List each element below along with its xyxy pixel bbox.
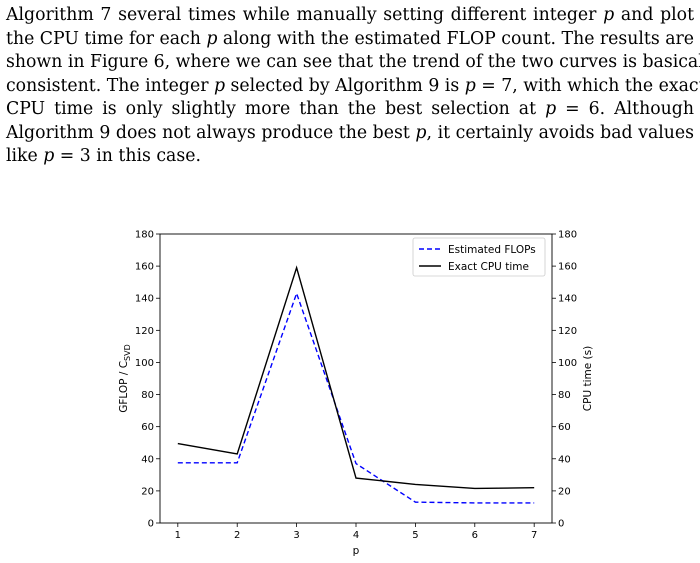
y-left-tick-label: 60 [141, 422, 154, 433]
plot-frame [159, 233, 553, 524]
paragraph-line: shown in Figure 6, where we can see that… [6, 52, 700, 72]
y-right-tick-label: 20 [558, 486, 571, 497]
y-right-tick-label: 0 [558, 519, 564, 530]
series-line-0 [177, 291, 535, 504]
paragraph-line: the CPU time for each p along with the e… [6, 28, 695, 49]
legend-label: Estimated FLOPs [448, 244, 536, 256]
legend-box [412, 237, 546, 277]
y-left-tick-label: 180 [135, 230, 154, 241]
y-left-tick-label: 160 [135, 262, 154, 273]
y-right-tick-label: 80 [558, 390, 571, 401]
x-tick-label: 2 [234, 530, 240, 541]
y-left-tick-label: 120 [135, 326, 154, 337]
x-axis-label: p [353, 545, 360, 557]
y-right-tick-label: 160 [558, 262, 577, 273]
x-tick-label: 7 [531, 530, 537, 541]
y-right-tick-label: 180 [558, 230, 577, 241]
paragraph-line: Algorithm 9 does not always produce the … [6, 122, 694, 143]
paragraph-line: CPU time is only slightly more than the … [6, 99, 694, 119]
paragraph-line: Algorithm 7 several times while manually… [6, 5, 695, 25]
x-tick-label: 3 [293, 530, 299, 541]
y-left-tick-label: 0 [148, 519, 154, 530]
y-left-tick-label: 20 [141, 486, 154, 497]
x-tick-label: 5 [412, 530, 418, 541]
paragraph-line: like p = 3 in this case. [6, 146, 201, 166]
paragraph-line: consistent. The integer p selected by Al… [6, 75, 700, 96]
x-tick-label: 1 [175, 530, 181, 541]
y-left-tick-label: 140 [135, 294, 154, 305]
series-line-1 [177, 265, 535, 490]
y-right-tick-label: 100 [558, 358, 577, 369]
y-right-tick-label: 140 [558, 294, 577, 305]
y-right-tick-label: 40 [558, 454, 571, 465]
y-left-tick-label: 80 [141, 390, 154, 401]
x-tick-label: 4 [353, 530, 359, 541]
y-right-tick-label: 60 [558, 422, 571, 433]
y-right-axis-label: CPU time (s) [582, 346, 594, 411]
body-paragraph: Algorithm 7 several times while manually… [6, 4, 700, 169]
legend-label: Exact CPU time [448, 261, 529, 273]
x-tick-label: 6 [472, 530, 478, 541]
y-left-axis-label: GFLOP / CSVD [118, 344, 132, 413]
y-left-tick-label: 100 [135, 358, 154, 369]
y-left-tick-label: 40 [141, 454, 154, 465]
y-right-tick-label: 120 [558, 326, 577, 337]
